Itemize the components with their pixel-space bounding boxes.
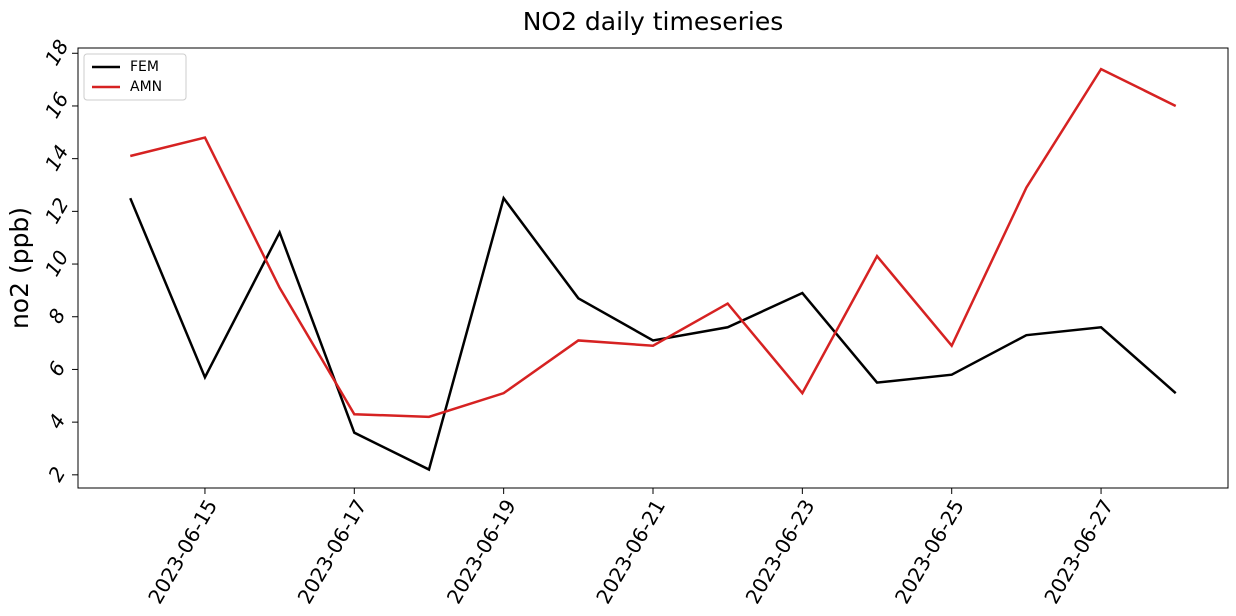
legend-label: FEM bbox=[130, 59, 159, 75]
y-axis-label: no2 (ppb) bbox=[5, 207, 34, 329]
y-tick-label: 4 bbox=[43, 410, 70, 433]
x-tick-label: 2023-06-21 bbox=[591, 495, 670, 608]
x-tick-label: 2023-06-23 bbox=[741, 495, 820, 608]
x-tick-label: 2023-06-17 bbox=[292, 495, 371, 608]
x-tick-label: 2023-06-27 bbox=[1039, 495, 1118, 608]
data-line bbox=[129, 67, 1177, 419]
y-tick-label: 10 bbox=[40, 246, 74, 280]
legend-box bbox=[83, 53, 187, 101]
x-tick-label: 2023-06-19 bbox=[442, 495, 521, 608]
data-line bbox=[129, 195, 1177, 472]
legend-label: AMN bbox=[130, 79, 162, 95]
plot-frame bbox=[77, 47, 1229, 489]
y-tick-label: 12 bbox=[40, 194, 74, 228]
x-tick-label: 2023-06-25 bbox=[890, 495, 969, 608]
y-tick-label: 14 bbox=[40, 141, 74, 175]
x-tick-label: 2023-06-15 bbox=[143, 495, 222, 608]
y-tick-label: 16 bbox=[40, 88, 74, 122]
y-tick-label: 18 bbox=[40, 35, 74, 69]
y-tick-label: 2 bbox=[43, 463, 70, 486]
y-tick-label: 6 bbox=[43, 357, 70, 380]
y-tick-label: 8 bbox=[43, 304, 70, 327]
chart-title: NO2 daily timeseries bbox=[523, 7, 784, 36]
